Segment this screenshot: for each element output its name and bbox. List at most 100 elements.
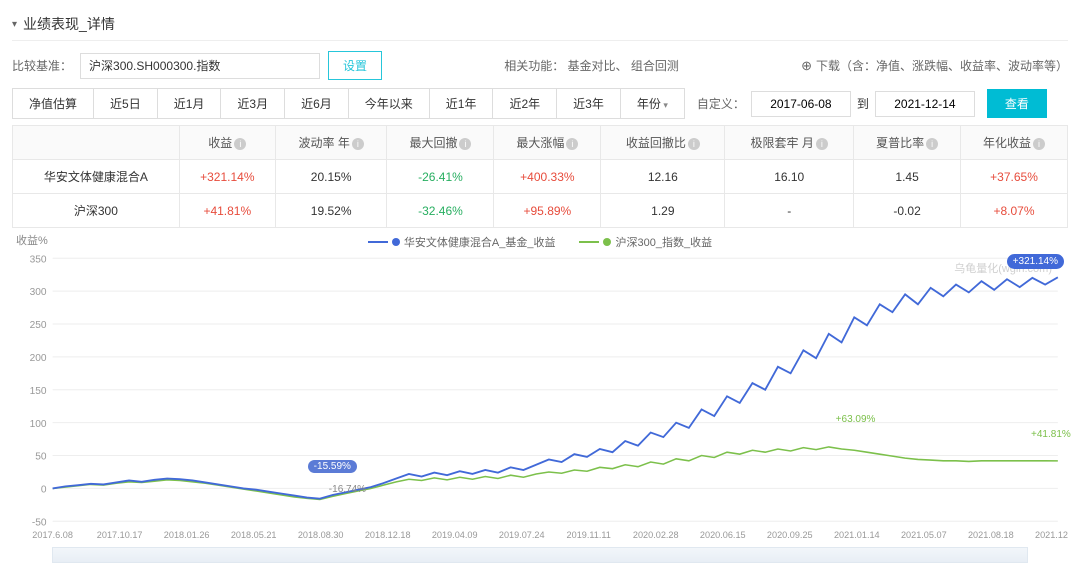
cell: - [725, 194, 854, 228]
custom-label: 自定义： [697, 95, 745, 112]
related-links: 相关功能： 基金对比、 组合回测 [504, 57, 679, 74]
cell: +41.81% [179, 194, 275, 228]
svg-text:100: 100 [30, 419, 47, 430]
table-header-4: 最大涨幅i [494, 126, 601, 160]
date-from-input[interactable] [751, 91, 851, 117]
baseline-toolbar: 比较基准： 设置 相关功能： 基金对比、 组合回测 ⊕ 下载（含：净值、涨跌幅、… [12, 41, 1068, 88]
info-icon[interactable]: i [459, 138, 471, 150]
info-icon[interactable]: i [566, 138, 578, 150]
svg-text:2021.01.14: 2021.01.14 [834, 530, 880, 540]
time-btn-7[interactable]: 近2年 [493, 89, 557, 118]
svg-text:2019.11.11: 2019.11.11 [567, 530, 611, 540]
view-button[interactable]: 查看 [987, 89, 1047, 118]
legend-item[interactable]: 沪深300_指数_收益 [579, 234, 712, 250]
chart-annotation: +41.81% [1031, 429, 1071, 440]
svg-text:2018.01.26: 2018.01.26 [164, 530, 210, 540]
svg-text:0: 0 [41, 484, 47, 495]
table-header-7: 夏普比率i [854, 126, 961, 160]
chart-legend: 华安文体健康混合A_基金_收益 沪深300_指数_收益 [12, 232, 1068, 252]
time-btn-8[interactable]: 近3年 [557, 89, 621, 118]
chart-area: 收益% 华安文体健康混合A_基金_收益沪深300_指数_收益 乌龟量化(wglh… [12, 232, 1068, 562]
svg-text:2017.6.08: 2017.6.08 [32, 530, 73, 540]
cell: -32.46% [387, 194, 494, 228]
svg-text:2020.06.15: 2020.06.15 [700, 530, 746, 540]
table-row: 沪深300+41.81%19.52%-32.46%+95.89%1.29--0.… [13, 194, 1068, 228]
time-btn-9[interactable]: 年份 [621, 89, 684, 118]
chart-y-label: 收益% [16, 232, 48, 248]
time-btn-0[interactable]: 净值估算 [13, 89, 94, 118]
cell: -26.41% [387, 160, 494, 194]
date-sep: 到 [857, 95, 869, 112]
section-header[interactable]: ▾ 业绩表现_详情 [12, 8, 1068, 41]
cell: 19.52% [275, 194, 387, 228]
download-link[interactable]: ⊕ 下载（含：净值、涨跌幅、收益率、波动率等） [801, 57, 1068, 74]
table-header-8: 年化收益i [961, 126, 1068, 160]
svg-text:2019.07.24: 2019.07.24 [499, 530, 545, 540]
table-header-6: 极限套牢 月i [725, 126, 854, 160]
info-icon[interactable]: i [234, 138, 246, 150]
info-icon[interactable]: i [816, 138, 828, 150]
table-header-1: 收益i [179, 126, 275, 160]
table-header-3: 最大回撤i [387, 126, 494, 160]
cell: 20.15% [275, 160, 387, 194]
cell: 12.16 [601, 160, 725, 194]
svg-text:2020.09.25: 2020.09.25 [767, 530, 813, 540]
cell: +321.14% [179, 160, 275, 194]
section-title: 业绩表现_详情 [23, 14, 115, 34]
table-header-5: 收益回撤比i [601, 126, 725, 160]
svg-text:250: 250 [30, 320, 47, 331]
svg-text:200: 200 [30, 353, 47, 364]
download-icon: ⊕ [801, 58, 812, 74]
cell: +400.33% [494, 160, 601, 194]
link-fund-compare[interactable]: 基金对比、 [568, 59, 628, 73]
cell: 1.29 [601, 194, 725, 228]
svg-text:2021.08.18: 2021.08.18 [968, 530, 1014, 540]
table-header-0 [13, 126, 180, 160]
cell: -0.02 [854, 194, 961, 228]
svg-text:2020.02.28: 2020.02.28 [633, 530, 679, 540]
time-btn-1[interactable]: 近5日 [94, 89, 158, 118]
row-name: 华安文体健康混合A [13, 160, 180, 194]
time-btn-5[interactable]: 今年以来 [349, 89, 430, 118]
time-btn-3[interactable]: 近3月 [221, 89, 285, 118]
cell: 16.10 [725, 160, 854, 194]
row-name: 沪深300 [13, 194, 180, 228]
cell: +8.07% [961, 194, 1068, 228]
set-button[interactable]: 设置 [328, 51, 382, 80]
time-range-buttons: 净值估算近5日近1月近3月近6月今年以来近1年近2年近3年年份 [12, 88, 685, 119]
time-btn-6[interactable]: 近1年 [430, 89, 494, 118]
performance-table: 收益i波动率 年i最大回撤i最大涨幅i收益回撤比i极限套牢 月i夏普比率i年化收… [12, 125, 1068, 228]
collapse-icon: ▾ [12, 19, 17, 30]
line-chart[interactable]: 350300250200150100500-502017.6.082017.10… [12, 252, 1068, 542]
time-btn-2[interactable]: 近1月 [158, 89, 222, 118]
chart-annotation: -15.59% [308, 460, 357, 473]
legend-item[interactable]: 华安文体健康混合A_基金_收益 [368, 234, 556, 250]
baseline-input[interactable] [80, 53, 320, 79]
time-scrubber[interactable] [52, 547, 1028, 563]
date-to-input[interactable] [875, 91, 975, 117]
svg-text:2018.08.30: 2018.08.30 [298, 530, 344, 540]
chart-annotation: +63.09% [836, 414, 876, 425]
svg-text:2018.05.21: 2018.05.21 [231, 530, 277, 540]
table-header-2: 波动率 年i [275, 126, 387, 160]
baseline-label: 比较基准： [12, 57, 72, 74]
link-portfolio-backtest[interactable]: 组合回测 [631, 59, 679, 73]
svg-text:2021.05.07: 2021.05.07 [901, 530, 947, 540]
info-icon[interactable]: i [352, 138, 364, 150]
svg-text:2018.12.18: 2018.12.18 [365, 530, 411, 540]
svg-text:300: 300 [30, 287, 47, 298]
info-icon[interactable]: i [926, 138, 938, 150]
svg-text:2019.04.09: 2019.04.09 [432, 530, 478, 540]
custom-range: 自定义： 到 查看 [697, 89, 1047, 118]
series-end-badge: +321.14% [1007, 254, 1064, 269]
cell: +37.65% [961, 160, 1068, 194]
svg-text:2021.12.01: 2021.12.01 [1035, 530, 1068, 540]
info-icon[interactable]: i [1033, 138, 1045, 150]
table-row: 华安文体健康混合A+321.14%20.15%-26.41%+400.33%12… [13, 160, 1068, 194]
svg-text:150: 150 [30, 386, 47, 397]
time-btn-4[interactable]: 近6月 [285, 89, 349, 118]
cell: 1.45 [854, 160, 961, 194]
chart-annotation: -16.74% [329, 484, 366, 495]
svg-text:2017.10.17: 2017.10.17 [97, 530, 143, 540]
info-icon[interactable]: i [688, 138, 700, 150]
